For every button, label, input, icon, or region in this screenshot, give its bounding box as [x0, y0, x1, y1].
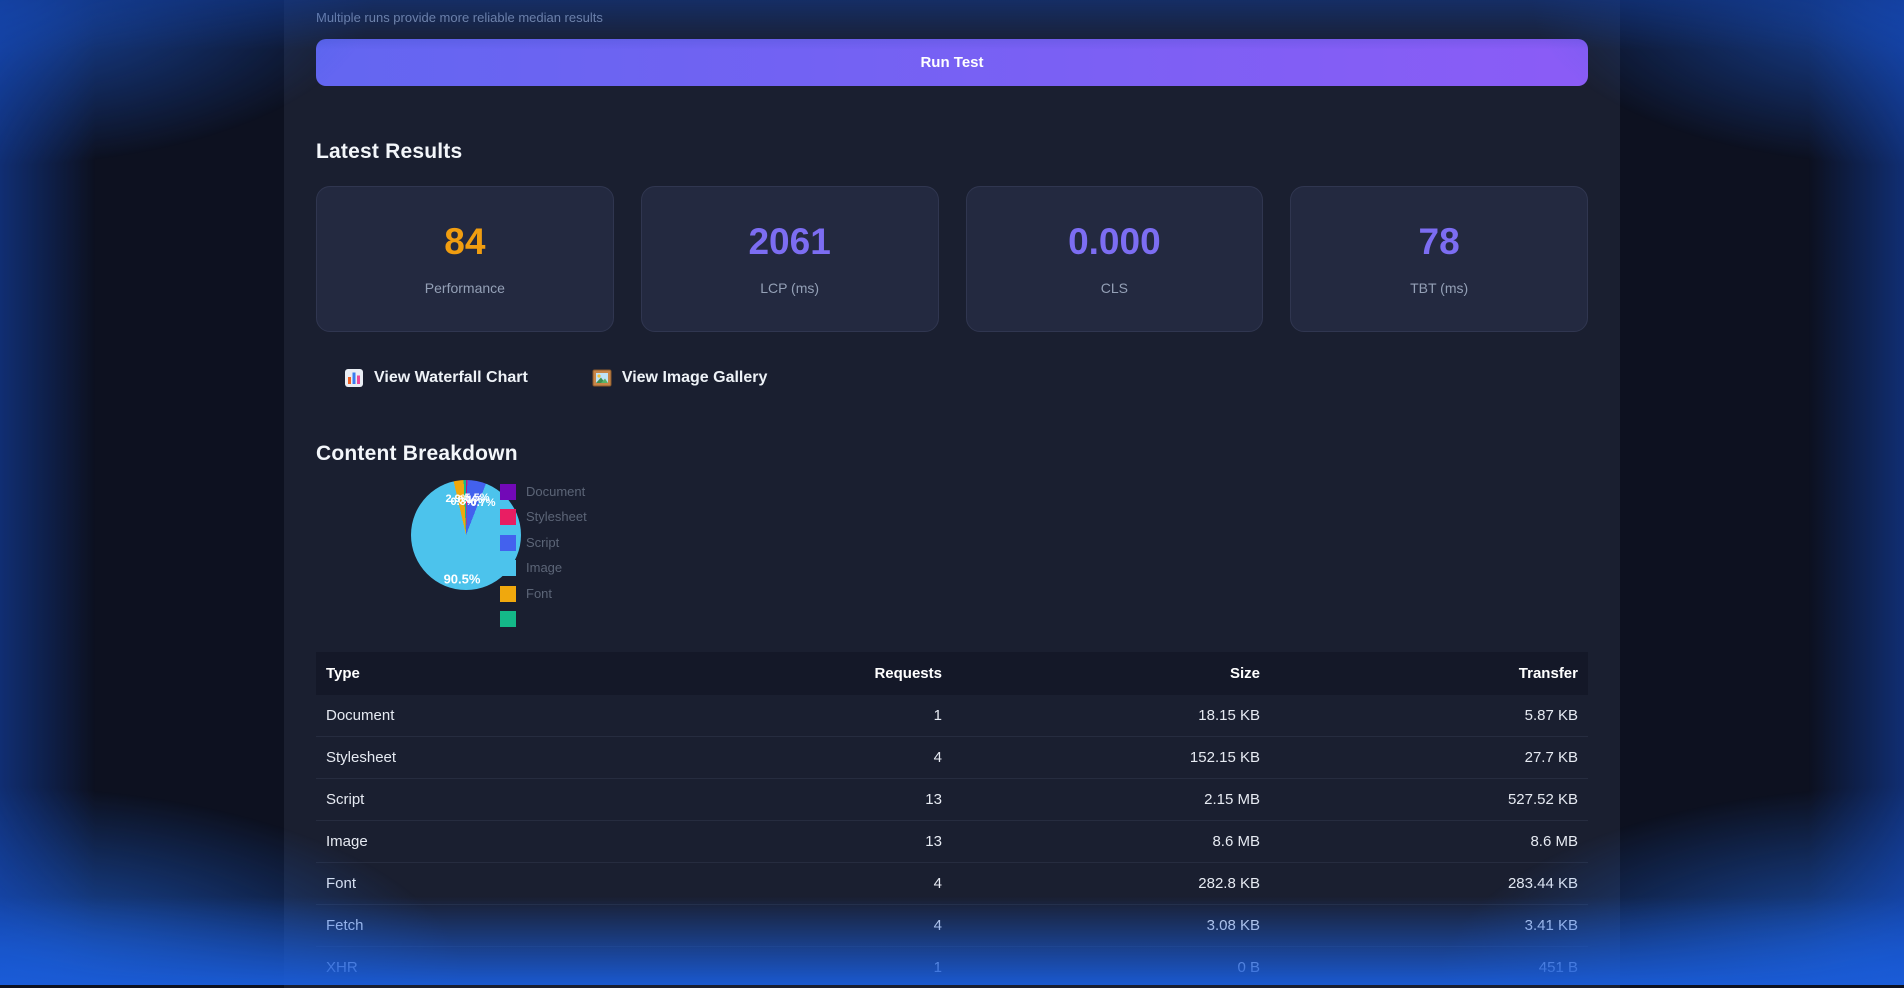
cell-value: 283.44 KB [1270, 863, 1588, 905]
cell-type: Font [316, 863, 774, 905]
legend-item-document[interactable]: Document [500, 484, 585, 500]
metric-value: 2061 [748, 223, 830, 260]
legend-swatch [500, 484, 516, 500]
metric-card: 2061 LCP (ms) [641, 186, 939, 332]
latest-results-heading: Latest Results [316, 140, 1588, 164]
cell-value: 4 [774, 905, 952, 947]
legend-item-image[interactable]: Image [500, 560, 562, 576]
cell-value: 2.15 MB [952, 779, 1270, 821]
metric-label: LCP (ms) [760, 280, 819, 296]
cell-value: 3.41 KB [1270, 905, 1588, 947]
pie-slice-label-small: 0.7% [470, 497, 495, 509]
metric-label: TBT (ms) [1410, 280, 1468, 296]
cell-value: 527.52 KB [1270, 779, 1588, 821]
main-panel: Multiple runs provide more reliable medi… [284, 0, 1620, 988]
metric-value: 78 [1419, 223, 1460, 260]
cell-value: 1 [774, 695, 952, 737]
cell-value: 5.87 KB [1270, 695, 1588, 737]
cell-type: XHR [316, 947, 774, 988]
legend-label: Font [526, 586, 552, 602]
column-header-requests: Requests [774, 652, 952, 695]
cell-value: 8.6 MB [1270, 821, 1588, 863]
metric-label: Performance [425, 280, 505, 296]
metric-label: CLS [1101, 280, 1128, 296]
cell-value: 13 [774, 821, 952, 863]
legend-label: Stylesheet [526, 509, 587, 525]
cell-type: Stylesheet [316, 737, 774, 779]
legend-item-fetch[interactable] [500, 611, 526, 627]
legend-swatch [500, 560, 516, 576]
cell-value: 1 [774, 947, 952, 988]
column-header-size: Size [952, 652, 1270, 695]
column-header-type: Type [316, 652, 774, 695]
cell-value: 0 B [952, 947, 1270, 988]
legend-swatch [500, 509, 516, 525]
cell-value: 8.6 MB [952, 821, 1270, 863]
cell-type: Fetch [316, 905, 774, 947]
pie-slice-label-small: 2.9% [445, 493, 470, 505]
legend-label: Document [526, 484, 585, 500]
cell-value: 4 [774, 863, 952, 905]
link-view-waterfall-chart[interactable]: View Waterfall Chart [344, 368, 528, 388]
cell-type: Image [316, 821, 774, 863]
cell-type: Script [316, 779, 774, 821]
legend-item-font[interactable]: Font [500, 586, 552, 602]
result-links: View Waterfall Chart View Image Gallery [344, 368, 1588, 388]
metric-cards: 84 Performance 2061 LCP (ms) 0.000 CLS 78 TBT (… [316, 186, 1588, 332]
cell-type: Document [316, 695, 774, 737]
cell-value: 282.8 KB [952, 863, 1270, 905]
metric-value: 84 [444, 223, 485, 260]
legend-item-script[interactable]: Script [500, 535, 559, 551]
link-label: View Image Gallery [622, 369, 768, 387]
pie-slice-label-image: 90.5% [444, 572, 481, 587]
cell-value: 4 [774, 737, 952, 779]
metric-card: 84 Performance [316, 186, 614, 332]
cell-value: 27.7 KB [1270, 737, 1588, 779]
legend-label: Image [526, 560, 562, 576]
runs-note: Multiple runs provide more reliable medi… [316, 8, 1588, 25]
waterfall-chart-icon [344, 368, 364, 388]
content-breakdown-heading: Content Breakdown [316, 442, 1588, 466]
legend-label: Script [526, 535, 559, 551]
link-label: View Waterfall Chart [374, 369, 528, 387]
run-test-button[interactable]: Run Test [316, 39, 1588, 86]
cell-value: 13 [774, 779, 952, 821]
image-gallery-icon [592, 368, 612, 388]
column-header-transfer: Transfer [1270, 652, 1588, 695]
metric-value: 0.000 [1068, 223, 1161, 260]
cell-value: 18.15 KB [952, 695, 1270, 737]
cell-value: 451 B [1270, 947, 1588, 988]
metric-card: 0.000 CLS [966, 186, 1264, 332]
link-view-image-gallery[interactable]: View Image Gallery [592, 368, 768, 388]
legend-swatch [500, 611, 516, 627]
legend-swatch [500, 586, 516, 602]
legend-swatch [500, 535, 516, 551]
cell-value: 3.08 KB [952, 905, 1270, 947]
legend-item-stylesheet[interactable]: Stylesheet [500, 509, 587, 525]
cell-value: 152.15 KB [952, 737, 1270, 779]
metric-card: 78 TBT (ms) [1290, 186, 1588, 332]
